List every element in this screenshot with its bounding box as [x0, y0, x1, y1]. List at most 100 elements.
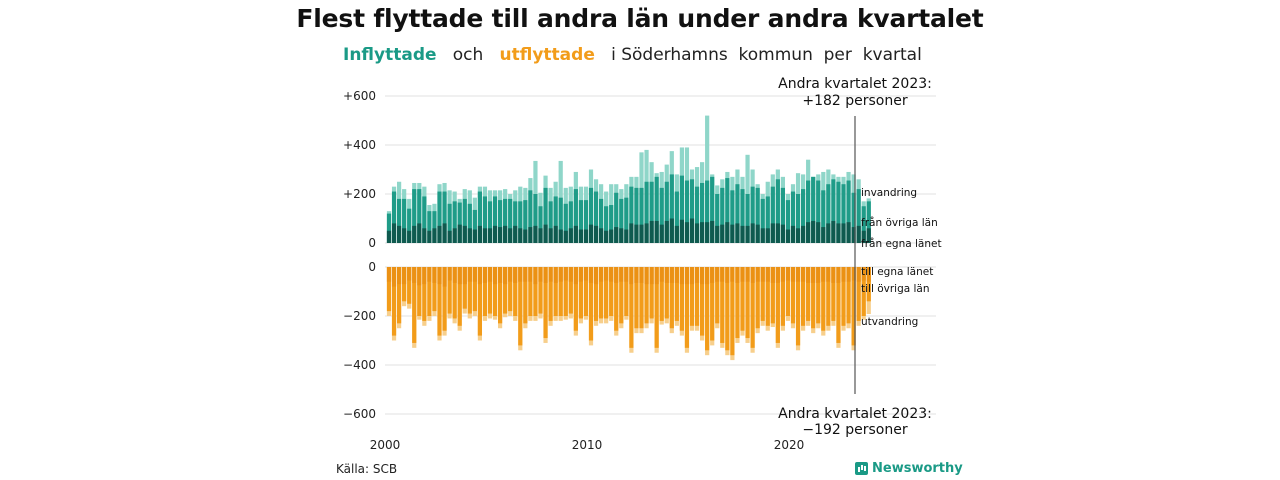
annotation-bottom-line2: −192 personer — [802, 422, 908, 438]
outflow-own-county-bar — [391, 267, 397, 287]
inflow-own-county-bar — [503, 225, 508, 243]
inflow-own-county-bar — [745, 225, 750, 243]
outflow-other-counties-bar — [765, 267, 770, 326]
inflow-other-counties-bar — [846, 180, 851, 243]
outflow-other-counties-bar — [558, 267, 563, 316]
axes: +600 +400 +200 0 0 −200 −400 −600 2000 2010 2020 — [343, 89, 856, 452]
outflow-other-counties-bar — [573, 267, 578, 331]
outflow-other-counties-bar — [583, 267, 589, 316]
inflow-own-county-bar — [705, 222, 710, 243]
outflow-own-county-bar — [745, 267, 750, 282]
outflow-other-counties-bar — [553, 267, 558, 316]
inflow-other-counties-bar — [518, 201, 523, 243]
inflow-other-counties-bar — [851, 192, 856, 243]
outflow-own-county-bar — [588, 267, 594, 283]
outflow-other-counties-bar — [750, 267, 755, 348]
inflow-own-county-bar — [437, 225, 442, 243]
inflow-own-county-bar — [664, 220, 669, 243]
inflow-own-county-bar — [639, 224, 644, 243]
inflow-other-counties-bar — [745, 194, 750, 243]
outflow-other-counties-bar — [745, 267, 750, 339]
outflow-other-counties-bar — [811, 267, 816, 329]
outflow-own-county-bar — [780, 267, 785, 282]
inflow-other-counties-bar — [467, 203, 472, 243]
inflow-own-county-bar — [861, 230, 866, 243]
inflow-own-county-bar — [609, 229, 614, 243]
inflow-own-county-bar — [851, 227, 856, 243]
outflow-own-county-bar — [518, 267, 523, 282]
outflow-own-county-bar — [538, 267, 543, 282]
inflow-own-county-bar — [482, 228, 488, 243]
inflow-own-county-bar — [669, 218, 674, 243]
inflow-other-counties-bar — [735, 184, 740, 243]
outflow-other-counties-bar — [508, 267, 513, 312]
outflow-other-counties-bar — [503, 267, 508, 314]
outflow-other-counties-bar — [528, 267, 533, 316]
outflow-own-county-bar — [513, 267, 518, 283]
inflow-own-county-bar — [740, 225, 745, 243]
outflow-other-counties-bar — [775, 267, 780, 343]
outflow-own-county-bar — [624, 267, 629, 282]
inflow-other-counties-bar — [705, 180, 710, 243]
inflow-own-county-bar — [442, 223, 447, 243]
outflow-other-counties-bar — [785, 267, 791, 316]
inflow-other-counties-bar — [836, 181, 841, 243]
inflow-other-counties-bar — [412, 189, 417, 243]
inflow-other-counties-bar — [457, 202, 462, 243]
inflow-other-counties-bar — [694, 186, 700, 243]
outflow-own-county-bar — [563, 267, 568, 281]
inflow-own-county-bar — [629, 223, 634, 243]
outflow-own-county-bar — [604, 267, 609, 281]
outflow-other-counties-bar — [826, 267, 831, 326]
y-tick-label: +400 — [343, 138, 376, 152]
subtitle: Inflyttade och utflyttade i Söderhamns k… — [343, 45, 922, 65]
outflow-own-county-bar — [725, 267, 730, 283]
inflow-other-counties-bar — [755, 187, 760, 243]
inflow-other-counties-bar — [578, 200, 583, 243]
inflow-own-county-bar — [624, 229, 629, 243]
inflow-other-counties-bar — [795, 194, 801, 243]
outflow-own-county-bar — [740, 267, 745, 282]
inflow-own-county-bar — [427, 230, 432, 243]
inflow-other-counties-bar — [674, 191, 679, 243]
inflow-own-county-bar — [593, 225, 599, 243]
inflow-other-counties-bar — [588, 187, 594, 243]
inflow-own-county-bar — [775, 223, 780, 243]
y-tick-label: −600 — [343, 407, 376, 421]
outflow-other-counties-bar — [472, 267, 477, 312]
inflow-other-counties-bar — [806, 180, 811, 243]
grid-lines — [385, 95, 936, 415]
outflow-own-county-bar — [422, 267, 427, 285]
inflow-other-counties-bar — [831, 179, 836, 243]
outflow-other-counties-bar — [447, 267, 452, 314]
outflow-other-counties-bar — [654, 267, 659, 348]
inflow-other-counties-bar — [750, 186, 755, 243]
inflow-other-counties-bar — [710, 176, 715, 243]
outflow-own-county-bar — [694, 267, 700, 283]
outflow-other-counties-bar — [710, 267, 715, 341]
inflow-own-county-bar — [715, 225, 720, 243]
y-tick-label: −200 — [343, 309, 376, 323]
outflow-own-county-bar — [836, 267, 841, 283]
outflow-own-county-bar — [578, 267, 583, 282]
newsworthy-logo: Newsworthy — [855, 461, 963, 476]
inflow-other-counties-bar — [614, 192, 619, 243]
inflow-other-counties-bar — [513, 201, 518, 243]
outflow-other-counties-bar — [422, 267, 427, 321]
inflow-own-county-bar — [689, 218, 695, 243]
inflow-own-county-bar — [770, 223, 775, 243]
inflow-own-county-bar — [710, 220, 715, 243]
inflow-own-county-bar — [765, 228, 770, 243]
outflow-own-county-bar — [487, 267, 493, 282]
outflow-other-counties-bar — [851, 267, 856, 346]
inflow-own-county-bar — [533, 225, 538, 243]
inflow-other-counties-bar — [593, 191, 599, 243]
series-labels: Andra kvartalet 2023:+182 personerAndra … — [778, 76, 941, 438]
outflow-other-counties-bar — [548, 267, 553, 321]
outflow-own-county-bar — [811, 267, 816, 283]
outflow-own-county-bar — [472, 267, 477, 282]
outflow-own-county-bar — [654, 267, 659, 285]
outflow-other-counties-bar — [593, 267, 599, 321]
outflow-other-counties-bar — [629, 267, 634, 348]
outflow-other-counties-bar — [477, 267, 482, 336]
